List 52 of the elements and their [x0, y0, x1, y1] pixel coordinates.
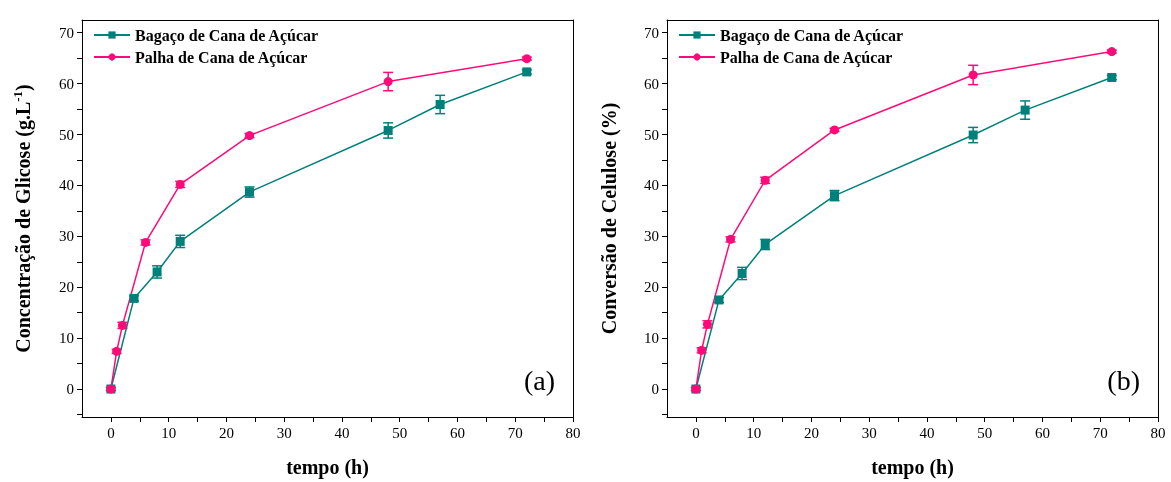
- point: [968, 70, 978, 80]
- x-tick-label: 0: [107, 424, 115, 441]
- legend-label: Palha de Cana de Açúcar: [720, 48, 893, 67]
- annotation: (b): [1107, 364, 1141, 396]
- x-axis-title: tempo (h): [871, 456, 954, 479]
- y-tick-label: 30: [59, 228, 74, 245]
- y-tick-label: 70: [59, 24, 74, 41]
- x-tick-label: 10: [161, 424, 177, 441]
- y-tick-label: 0: [651, 381, 659, 398]
- point: [1020, 105, 1030, 115]
- legend-label: Bagaço de Cana de Açúcar: [135, 26, 319, 45]
- y-tick-label: 70: [644, 24, 659, 41]
- x-tick-label: 50: [392, 424, 408, 441]
- y-tick-label: 0: [66, 381, 74, 398]
- x-tick-label: 50: [977, 424, 993, 441]
- y-axis-title: Concentração de Glicose (g.L-1): [10, 84, 35, 353]
- x-tick-label: 70: [1092, 424, 1108, 441]
- x-tick-label: 80: [1150, 424, 1166, 441]
- x-tick-label: 40: [919, 424, 935, 441]
- point: [968, 130, 978, 140]
- x-tick-label: 20: [218, 424, 234, 441]
- x-tick-label: 20: [803, 424, 819, 441]
- x-tick-label: 30: [861, 424, 877, 441]
- point: [383, 125, 393, 135]
- point: [435, 99, 445, 109]
- x-tick-label: 0: [692, 424, 700, 441]
- y-tick-label: 20: [59, 279, 74, 296]
- y-tick-label: 30: [644, 228, 659, 245]
- y-tick-label: 10: [644, 330, 659, 347]
- point: [1107, 47, 1117, 57]
- y-tick-label: 60: [644, 75, 659, 92]
- y-tick-label: 10: [59, 330, 74, 347]
- x-tick-label: 40: [334, 424, 350, 441]
- y-tick-label: 40: [644, 177, 659, 194]
- y-tick-label: 20: [644, 279, 659, 296]
- legend-label: Palha de Cana de Açúcar: [135, 48, 308, 67]
- y-axis-title: Conversão de Celulose (%): [598, 102, 621, 335]
- y-tick-label: 40: [59, 177, 74, 194]
- x-tick-label: 60: [1034, 424, 1050, 441]
- x-tick-label: 10: [746, 424, 762, 441]
- x-tick-label: 70: [507, 424, 523, 441]
- x-tick-label: 30: [276, 424, 292, 441]
- x-tick-label: 60: [449, 424, 465, 441]
- point: [383, 77, 393, 87]
- y-tick-label: 50: [644, 126, 659, 143]
- x-tick-label: 80: [565, 424, 581, 441]
- y-tick-label: 60: [59, 75, 74, 92]
- point: [522, 54, 532, 64]
- annotation: (a): [523, 364, 555, 396]
- y-tick-label: 50: [59, 126, 74, 143]
- legend-label: Bagaço de Cana de Açúcar: [720, 26, 904, 45]
- x-axis-title: tempo (h): [286, 456, 369, 479]
